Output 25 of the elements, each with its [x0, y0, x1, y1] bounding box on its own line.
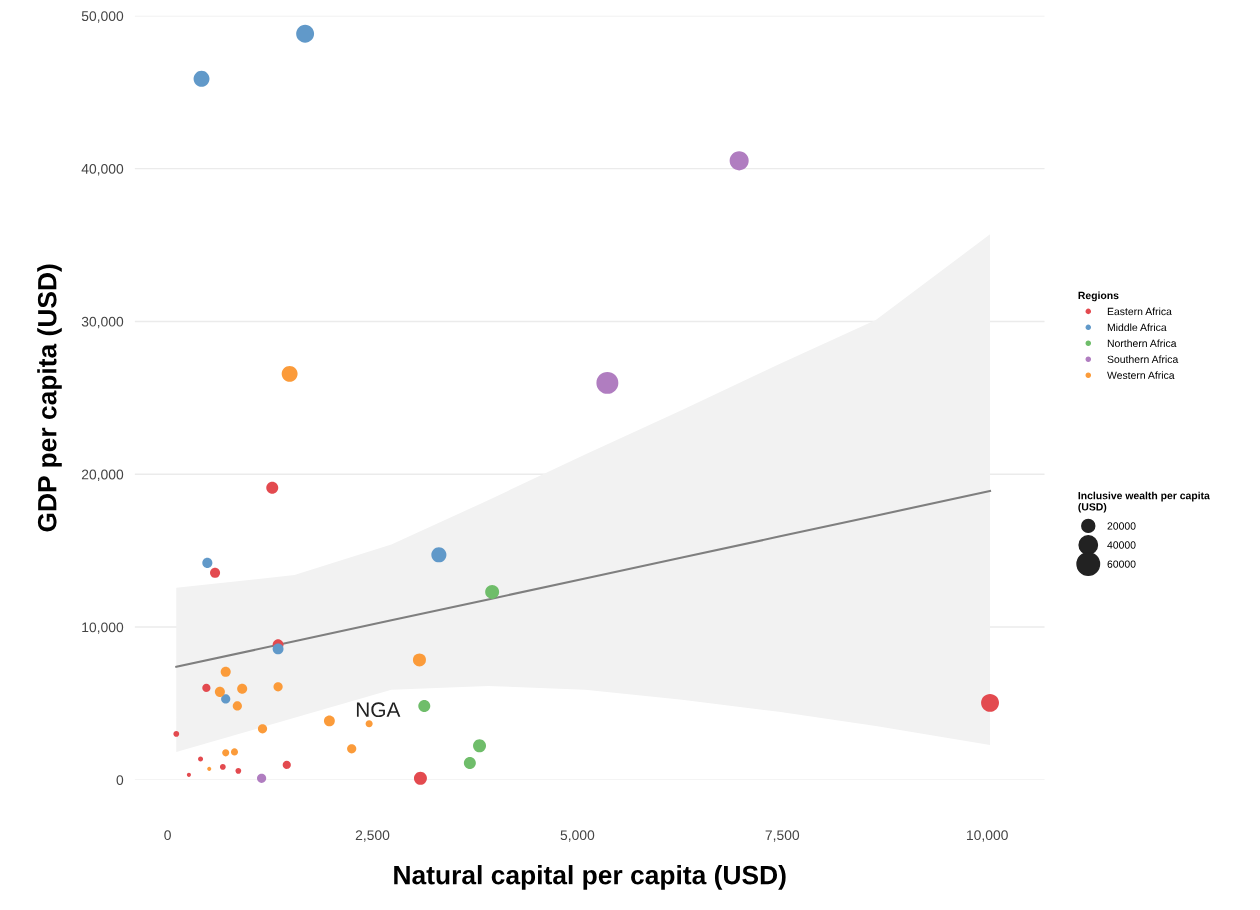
x-tick-label: 2,500	[355, 830, 390, 842]
y-tick-label: 0	[116, 775, 124, 786]
legend-label: Middle Africa	[1107, 323, 1167, 332]
x-tick-label: 5,000	[560, 830, 595, 842]
legend-label: Southern Africa	[1107, 355, 1179, 364]
x-axis-title: Natural capital per capita (USD)	[394, 865, 786, 890]
y-tick-label: 10,000	[82, 622, 124, 634]
legend-label: 40000	[1107, 541, 1136, 549]
text: Inclusive wealth per capita (USD)	[1078, 491, 1210, 513]
legend-title: Regions	[1078, 291, 1119, 302]
y-tick-label: 20,000	[81, 469, 124, 482]
legend-label: Northern Africa	[1107, 339, 1177, 348]
legend-label: 20000	[1107, 522, 1136, 530]
y-tick-label: 50,000	[81, 11, 124, 23]
y-axis-title: GDP per capita (USD)	[37, 264, 62, 532]
line-series	[175, 490, 992, 668]
x-tick-label: 7,500	[765, 830, 800, 842]
legend-label: Western Africa	[1107, 371, 1175, 379]
y-tick-label: 30,000	[81, 316, 124, 329]
legend-label: 60000	[1107, 560, 1136, 568]
legend-label: Eastern Africa	[1107, 307, 1172, 316]
x-tick-label: 0	[164, 830, 171, 841]
y-tick-label: 40,000	[81, 163, 124, 176]
annotation: NGA	[356, 702, 401, 718]
x-tick-label: 10,000	[966, 830, 1008, 842]
